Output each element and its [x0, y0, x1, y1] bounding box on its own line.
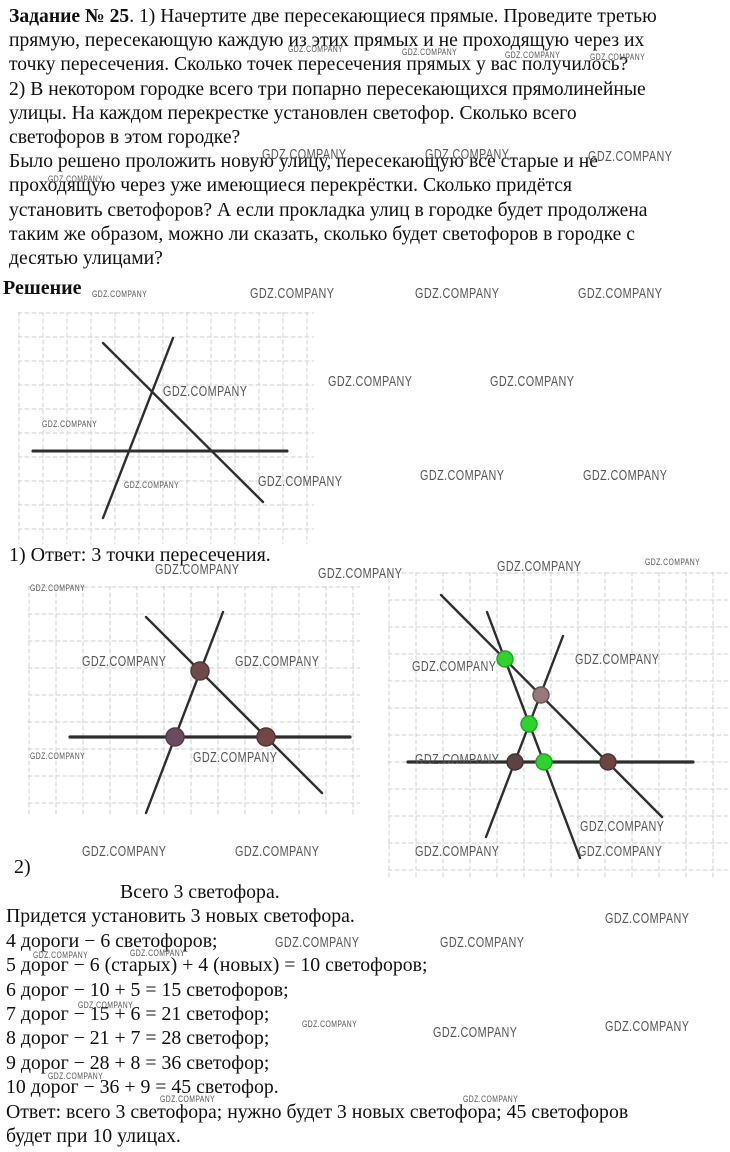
watermark-text: GDZ.COMPANY — [302, 1019, 358, 1030]
problem-statement: Задание № 25. 1) Начертите две пересекаю… — [9, 5, 723, 271]
watermark-text: GDZ.COMPANY — [33, 950, 89, 961]
traffic-light-dot — [535, 753, 553, 771]
watermark-text: GDZ.COMPANY — [328, 373, 413, 390]
watermark-text: GDZ.COMPANY — [605, 1018, 690, 1035]
watermark-text: GDZ.COMPANY — [48, 1071, 104, 1082]
watermark-text: GDZ.COMPANY — [258, 473, 343, 490]
watermark-text: GDZ.COMPANY — [575, 651, 660, 668]
watermark-text: GDZ.COMPANY — [578, 843, 663, 860]
watermark-text: GDZ.COMPANY — [155, 561, 240, 578]
watermark-text: GDZ.COMPANY — [262, 146, 347, 163]
traffic-light-dot — [506, 753, 524, 771]
traffic-light-dot — [256, 727, 276, 747]
problem-text: . 1) Начертите две пересекающиеся прямые… — [9, 6, 657, 270]
watermark-text: GDZ.COMPANY — [124, 480, 180, 491]
watermark-text: GDZ.COMPANY — [580, 818, 665, 835]
watermark-text: GDZ.COMPANY — [588, 148, 673, 165]
watermark-text: GDZ.COMPANY — [235, 843, 320, 860]
solution-line: 6 дорог − 10 + 5 = 15 светофоров; — [6, 978, 289, 1001]
watermark-text: GDZ.COMPANY — [415, 751, 500, 768]
watermark-text: GDZ.COMPANY — [425, 146, 510, 163]
watermark-text: GDZ.COMPANY — [288, 44, 344, 55]
watermark-text: GDZ.COMPANY — [415, 843, 500, 860]
watermark-text: GDZ.COMPANY — [160, 1094, 216, 1105]
watermark-text: GDZ.COMPANY — [402, 47, 458, 58]
traffic-light-dot — [532, 686, 550, 704]
diagram-part1-three-lines — [17, 311, 315, 545]
diagram-part2-three-streets-svg — [27, 585, 361, 816]
watermark-text: GDZ.COMPANY — [412, 658, 497, 675]
watermark-text: GDZ.COMPANY — [48, 174, 104, 185]
traffic-light-dot — [599, 753, 617, 771]
watermark-text: GDZ.COMPANY — [490, 373, 575, 390]
solution-heading: Решение — [3, 277, 82, 299]
watermark-text: GDZ.COMPANY — [42, 419, 98, 430]
watermark-text: GDZ.COMPANY — [30, 751, 86, 762]
watermark-text: GDZ.COMPANY — [583, 467, 668, 484]
part2-label: 2) — [14, 856, 31, 878]
watermark-text: GDZ.COMPANY — [440, 934, 525, 951]
solution-line: Всего 3 светофора. — [120, 881, 280, 903]
watermark-text: GDZ.COMPANY — [497, 558, 582, 575]
watermark-text: GDZ.COMPANY — [318, 565, 403, 582]
solution-line: 10 дорог − 36 + 9 = 45 светофор. — [6, 1076, 279, 1099]
traffic-light-dot — [496, 650, 514, 668]
diagram-part2-new-street — [387, 571, 730, 881]
solution-lines: Всего 3 светофора. Придется установить 3 … — [6, 880, 706, 1100]
watermark-text: GDZ.COMPANY — [463, 1094, 519, 1105]
diagram-part1-three-lines-svg — [17, 311, 315, 545]
watermark-text: GDZ.COMPANY — [82, 653, 167, 670]
diagram-part2-new-street-svg — [387, 571, 730, 881]
watermark-text: GDZ.COMPANY — [505, 50, 561, 61]
watermark-text: GDZ.COMPANY — [78, 1000, 134, 1011]
watermark-text: GDZ.COMPANY — [433, 1024, 518, 1041]
traffic-light-dot — [165, 727, 185, 747]
watermark-text: GDZ.COMPANY — [590, 52, 646, 63]
answer-part1: 1) Ответ: 3 точки пересечения. — [9, 544, 271, 566]
watermark-text: GDZ.COMPANY — [82, 843, 167, 860]
watermark-text: GDZ.COMPANY — [92, 289, 148, 300]
solution-line: 5 дорог − 6 (старых) + 4 (новых) = 10 св… — [6, 954, 428, 977]
watermark-text: GDZ.COMPANY — [275, 934, 360, 951]
watermark-text: GDZ.COMPANY — [250, 285, 335, 302]
traffic-light-dot — [520, 715, 538, 733]
watermark-text: GDZ.COMPANY — [193, 749, 278, 766]
solution-line: Придется установить 3 новых светофора. — [6, 905, 355, 928]
task-number-label: Задание № 25 — [9, 6, 130, 27]
watermark-text: GDZ.COMPANY — [235, 653, 320, 670]
traffic-light-dot — [190, 661, 210, 681]
watermark-text: GDZ.COMPANY — [130, 948, 186, 959]
watermark-text: GDZ.COMPANY — [645, 557, 701, 568]
watermark-text: GDZ.COMPANY — [30, 583, 86, 594]
solution-line: 8 дорог − 21 + 7 = 28 светофор; — [6, 1027, 270, 1050]
watermark-text: GDZ.COMPANY — [163, 383, 248, 400]
diagram-part2-three-streets — [27, 585, 361, 816]
watermark-text: GDZ.COMPANY — [420, 467, 505, 484]
solution-line: 4 дороги − 6 светофоров; — [6, 929, 218, 952]
final-answer: Ответ: всего 3 светофора; нужно будет 3 … — [6, 1101, 629, 1148]
watermark-text: GDZ.COMPANY — [605, 910, 690, 927]
solution-line: 7 дорог − 15 + 6 = 21 светофор; — [6, 1002, 270, 1025]
watermark-text: GDZ.COMPANY — [578, 285, 663, 302]
watermark-text: GDZ.COMPANY — [415, 285, 500, 302]
solution-line: 9 дорог − 28 + 8 = 36 светофор; — [6, 1051, 270, 1074]
